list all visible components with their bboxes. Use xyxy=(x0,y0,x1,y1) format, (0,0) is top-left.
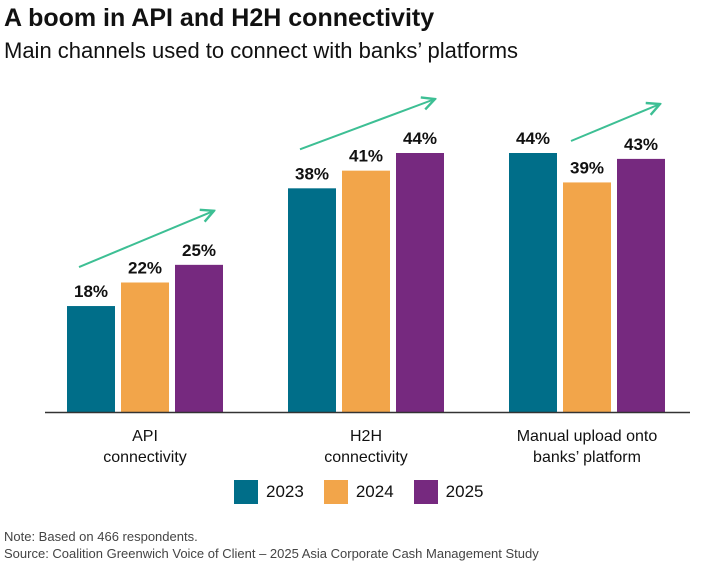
trend-arrow xyxy=(299,99,435,151)
chart-subtitle: Main channels used to connect with banks… xyxy=(4,38,519,63)
trend-arrow xyxy=(570,104,660,142)
category-label: connectivity xyxy=(324,449,408,466)
data-label: 39% xyxy=(570,158,604,177)
data-label: 43% xyxy=(624,135,658,154)
chart-title: A boom in API and H2H connectivity xyxy=(4,4,435,32)
legend-label: 2025 xyxy=(445,482,484,501)
data-label: 44% xyxy=(516,129,550,148)
legend-label: 2024 xyxy=(355,482,394,501)
data-label: 22% xyxy=(128,259,162,278)
note-text: Note: Based on 466 respondents. xyxy=(4,529,198,544)
category-label: banks’ platform xyxy=(533,449,641,466)
legend-swatch-2025 xyxy=(413,480,438,504)
category-label: Manual upload onto xyxy=(517,428,658,445)
legend: 2023 2024 2025 xyxy=(234,480,483,504)
legend-item-2024: 2024 xyxy=(323,480,394,504)
category-label: API xyxy=(132,428,158,445)
data-label: 18% xyxy=(74,282,108,301)
bar-2024 xyxy=(342,170,390,412)
legend-item-2025: 2025 xyxy=(413,480,484,504)
legend-swatch-2024 xyxy=(323,480,348,504)
data-label: 44% xyxy=(403,129,437,148)
bar-2023 xyxy=(67,306,115,412)
bar-2023 xyxy=(509,153,557,412)
legend-item-2023: 2023 xyxy=(234,480,304,504)
category-label: H2H xyxy=(350,428,382,445)
bar-chart: 18% 22% 25% API connectivity 38% 41% 44% H2H conn… xyxy=(45,0,690,466)
bar-2024 xyxy=(563,182,611,412)
bar-2025 xyxy=(617,158,665,412)
data-label: 41% xyxy=(349,147,383,166)
legend-label: 2023 xyxy=(266,482,304,501)
bar-2023 xyxy=(288,188,336,412)
legend-swatch-2023 xyxy=(234,480,258,504)
trend-arrow xyxy=(78,211,214,268)
footnote: Note: Based on 466 respondents. Source: … xyxy=(4,528,539,562)
source-text: Source: Coalition Greenwich Voice of Cli… xyxy=(4,546,539,561)
category-label: connectivity xyxy=(103,449,187,466)
bar-2025 xyxy=(175,264,223,412)
bar-2024 xyxy=(121,282,169,412)
data-label: 38% xyxy=(295,164,329,183)
bar-2025 xyxy=(396,153,444,412)
data-label: 25% xyxy=(182,241,216,260)
